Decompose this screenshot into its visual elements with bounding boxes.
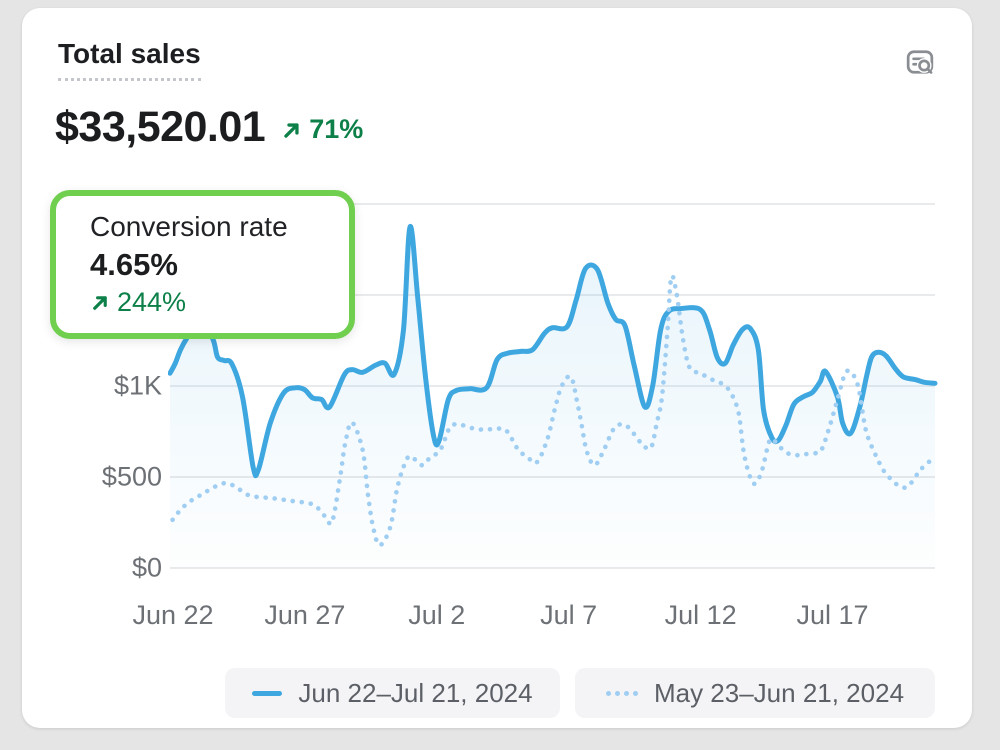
total-sales-delta-value: 71% xyxy=(309,114,364,144)
total-sales-metric: $33,520.01 71% xyxy=(55,103,363,152)
x-tick-label: Jun 27 xyxy=(264,600,346,630)
x-tick-label: Jul 12 xyxy=(664,600,737,630)
y-tick-label: $1K xyxy=(113,370,162,401)
x-tick-label: Jul 7 xyxy=(540,600,598,630)
x-tick-label: Jul 2 xyxy=(408,600,466,630)
tooltip-value: 4.65% xyxy=(90,247,178,282)
legend-previous-period[interactable]: May 23–Jun 21, 2024 xyxy=(575,668,935,718)
total-sales-value: $33,520.01 xyxy=(55,103,266,151)
sales-line-chart[interactable] xyxy=(168,195,938,575)
tooltip-delta-value: 244% xyxy=(117,287,187,317)
trend-up-arrow-icon xyxy=(284,122,299,138)
y-tick-label: $0 xyxy=(131,552,162,583)
dotted-line-marker xyxy=(605,690,638,696)
tooltip-title: Conversion rate xyxy=(90,211,288,242)
legend-previous-label: May 23–Jun 21, 2024 xyxy=(653,677,905,708)
trend-up-arrow-icon xyxy=(93,296,107,310)
x-tick-label: Jun 22 xyxy=(132,600,214,630)
explore-report-button[interactable] xyxy=(900,42,940,82)
legend-current-period[interactable]: Jun 22–Jul 21, 2024 xyxy=(225,668,560,718)
legend-current-label: Jun 22–Jul 21, 2024 xyxy=(298,677,533,708)
previous-period-line xyxy=(170,273,938,548)
magnifier-list-icon xyxy=(906,50,934,74)
current-period-area xyxy=(170,226,935,568)
total-sales-card: Total sales $33,520.01 71% $0 $500 $1K J xyxy=(22,8,972,728)
card-title[interactable]: Total sales xyxy=(58,38,201,81)
y-tick-label: $500 xyxy=(101,461,162,492)
conversion-rate-tooltip: Conversion rate 4.65% 244% xyxy=(50,190,355,339)
tooltip-delta: 244% xyxy=(90,287,186,318)
x-tick-label: Jul 17 xyxy=(796,600,869,630)
current-period-line xyxy=(168,224,938,479)
solid-line-marker xyxy=(252,690,283,696)
total-sales-delta: 71% xyxy=(281,114,363,145)
